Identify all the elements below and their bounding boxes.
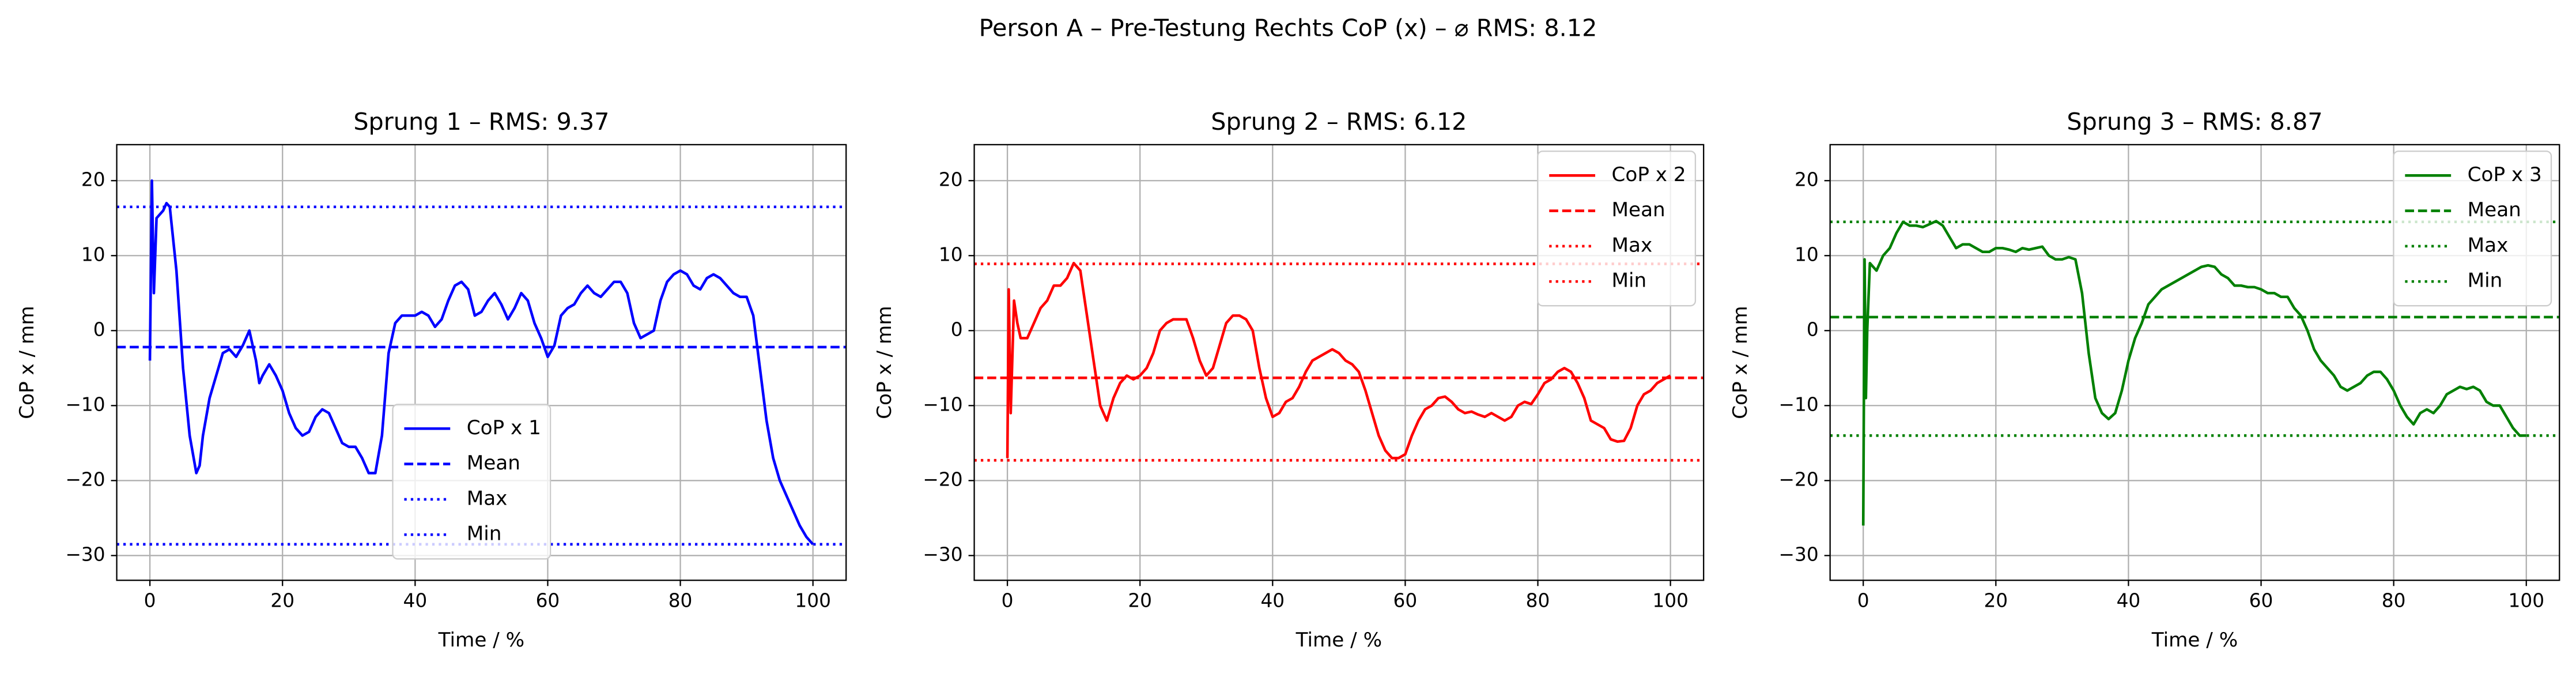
figure-title: Person A – Pre-Testung Rechts CoP (x) – …	[979, 14, 1597, 42]
subplot: Sprung 2 – RMS: 6.12 Time / % CoP x / mm 0 2…	[873, 108, 1705, 652]
x-tick-label: 0	[1857, 589, 1869, 611]
legend-label: Max	[467, 487, 508, 510]
x-axis-label: Time / %	[438, 629, 524, 652]
x-tick-label: 40	[403, 589, 427, 611]
x-tick-label: 80	[668, 589, 693, 611]
data-line	[1006, 262, 1671, 460]
y-tick-label: −20	[923, 468, 962, 490]
x-tick-label: 40	[1260, 589, 1285, 611]
legend: CoP x 2 Mean Max Min	[1537, 151, 1697, 307]
legend: CoP x 3 Mean Max Min	[2393, 151, 2552, 307]
x-tick-label: 20	[270, 589, 294, 611]
legend-box	[2393, 151, 2552, 307]
legend-label: Mean	[467, 452, 520, 475]
subplot: Sprung 1 – RMS: 9.37 Time / % CoP x / mm 0 2…	[16, 108, 847, 652]
y-tick-label: 20	[939, 168, 963, 190]
legend: CoP x 1 Mean Max Min	[392, 404, 552, 560]
legend-label: CoP x 3	[2468, 163, 2542, 186]
x-tick-label: 80	[2382, 589, 2406, 611]
data-line	[1861, 220, 2526, 526]
x-tick-label: 0	[1002, 589, 1014, 611]
data-line	[148, 179, 814, 546]
axes-frame	[973, 144, 1705, 581]
y-tick-label: 0	[951, 318, 963, 340]
x-tick-label: 0	[144, 589, 156, 611]
x-tick-label: 20	[1128, 589, 1152, 611]
subplot-title: Sprung 2 – RMS: 6.12	[1211, 108, 1467, 136]
legend-box	[392, 404, 552, 560]
x-tick-label: 60	[536, 589, 560, 611]
y-tick-label: 0	[1807, 318, 1819, 340]
subplot-title: Sprung 1 – RMS: 9.37	[353, 108, 609, 136]
legend-label: Max	[1612, 234, 1653, 257]
y-tick-label: −30	[1779, 543, 1819, 565]
legend-label: Mean	[1612, 198, 1665, 221]
subplot: Sprung 3 – RMS: 8.87 Time / % CoP x / mm 0 2…	[1729, 108, 2560, 652]
y-tick-label: −10	[65, 393, 105, 415]
y-axis-label: CoP x / mm	[16, 306, 39, 419]
x-axis-label: Time / %	[2151, 629, 2238, 652]
y-tick-label: −10	[1779, 393, 1819, 415]
y-tick-label: 10	[1795, 243, 1819, 265]
x-tick-label: 60	[1393, 589, 1418, 611]
y-tick-label: −20	[65, 468, 105, 490]
y-tick-label: 10	[81, 243, 105, 265]
x-tick-label: 100	[795, 589, 831, 611]
x-tick-label: 100	[1652, 589, 1689, 611]
legend-label: Max	[2468, 234, 2509, 257]
y-tick-label: −30	[923, 543, 962, 565]
legend-label: Min	[467, 522, 502, 546]
legend-label: CoP x 1	[467, 416, 541, 439]
legend-label: CoP x 2	[1612, 163, 1686, 186]
x-tick-label: 100	[2508, 589, 2544, 611]
y-tick-label: 20	[1795, 168, 1819, 190]
y-tick-label: −10	[923, 393, 962, 415]
x-tick-label: 40	[2117, 589, 2141, 611]
legend-box	[1537, 151, 1697, 307]
x-tick-label: 60	[2249, 589, 2273, 611]
legend-label: Min	[2468, 269, 2503, 292]
axes-frame	[116, 144, 847, 581]
x-axis-label: Time / %	[1295, 629, 1382, 652]
x-tick-label: 80	[1526, 589, 1550, 611]
y-tick-label: 10	[939, 243, 963, 265]
x-tick-label: 20	[1984, 589, 2008, 611]
y-tick-label: −20	[1779, 468, 1819, 490]
axes-frame	[1829, 144, 2560, 581]
y-axis-label: CoP x / mm	[873, 306, 896, 419]
subplot-title: Sprung 3 – RMS: 8.87	[2067, 108, 2322, 136]
legend-label: Mean	[2468, 198, 2521, 221]
legend-label: Min	[1612, 269, 1647, 292]
y-axis-label: CoP x / mm	[1729, 306, 1752, 419]
y-tick-label: −30	[65, 543, 105, 565]
y-tick-label: 0	[93, 318, 105, 340]
y-tick-label: 20	[81, 168, 105, 190]
